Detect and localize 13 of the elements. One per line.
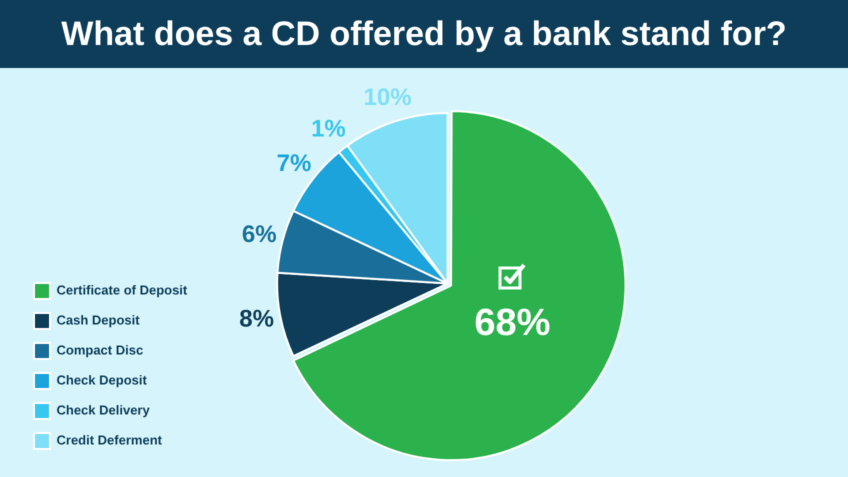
chart-title: What does a CD offered by a bank stand for? bbox=[0, 0, 848, 68]
data-label: 7% bbox=[276, 150, 312, 177]
legend-label: Check Deposit bbox=[56, 372, 148, 388]
data-label: 68% bbox=[474, 302, 550, 344]
data-label: 8% bbox=[239, 306, 274, 333]
legend-label: Check Delivery bbox=[56, 402, 150, 418]
legend-label: Credit Deferment bbox=[56, 432, 163, 448]
legend-label: Cash Deposit bbox=[56, 312, 140, 328]
legend-label: Compact Disc bbox=[56, 342, 144, 358]
data-label: 10% bbox=[363, 84, 412, 112]
data-label: 1% bbox=[311, 115, 346, 142]
legend-label: Certificate of Deposit bbox=[56, 282, 188, 298]
data-label: 6% bbox=[242, 220, 277, 248]
